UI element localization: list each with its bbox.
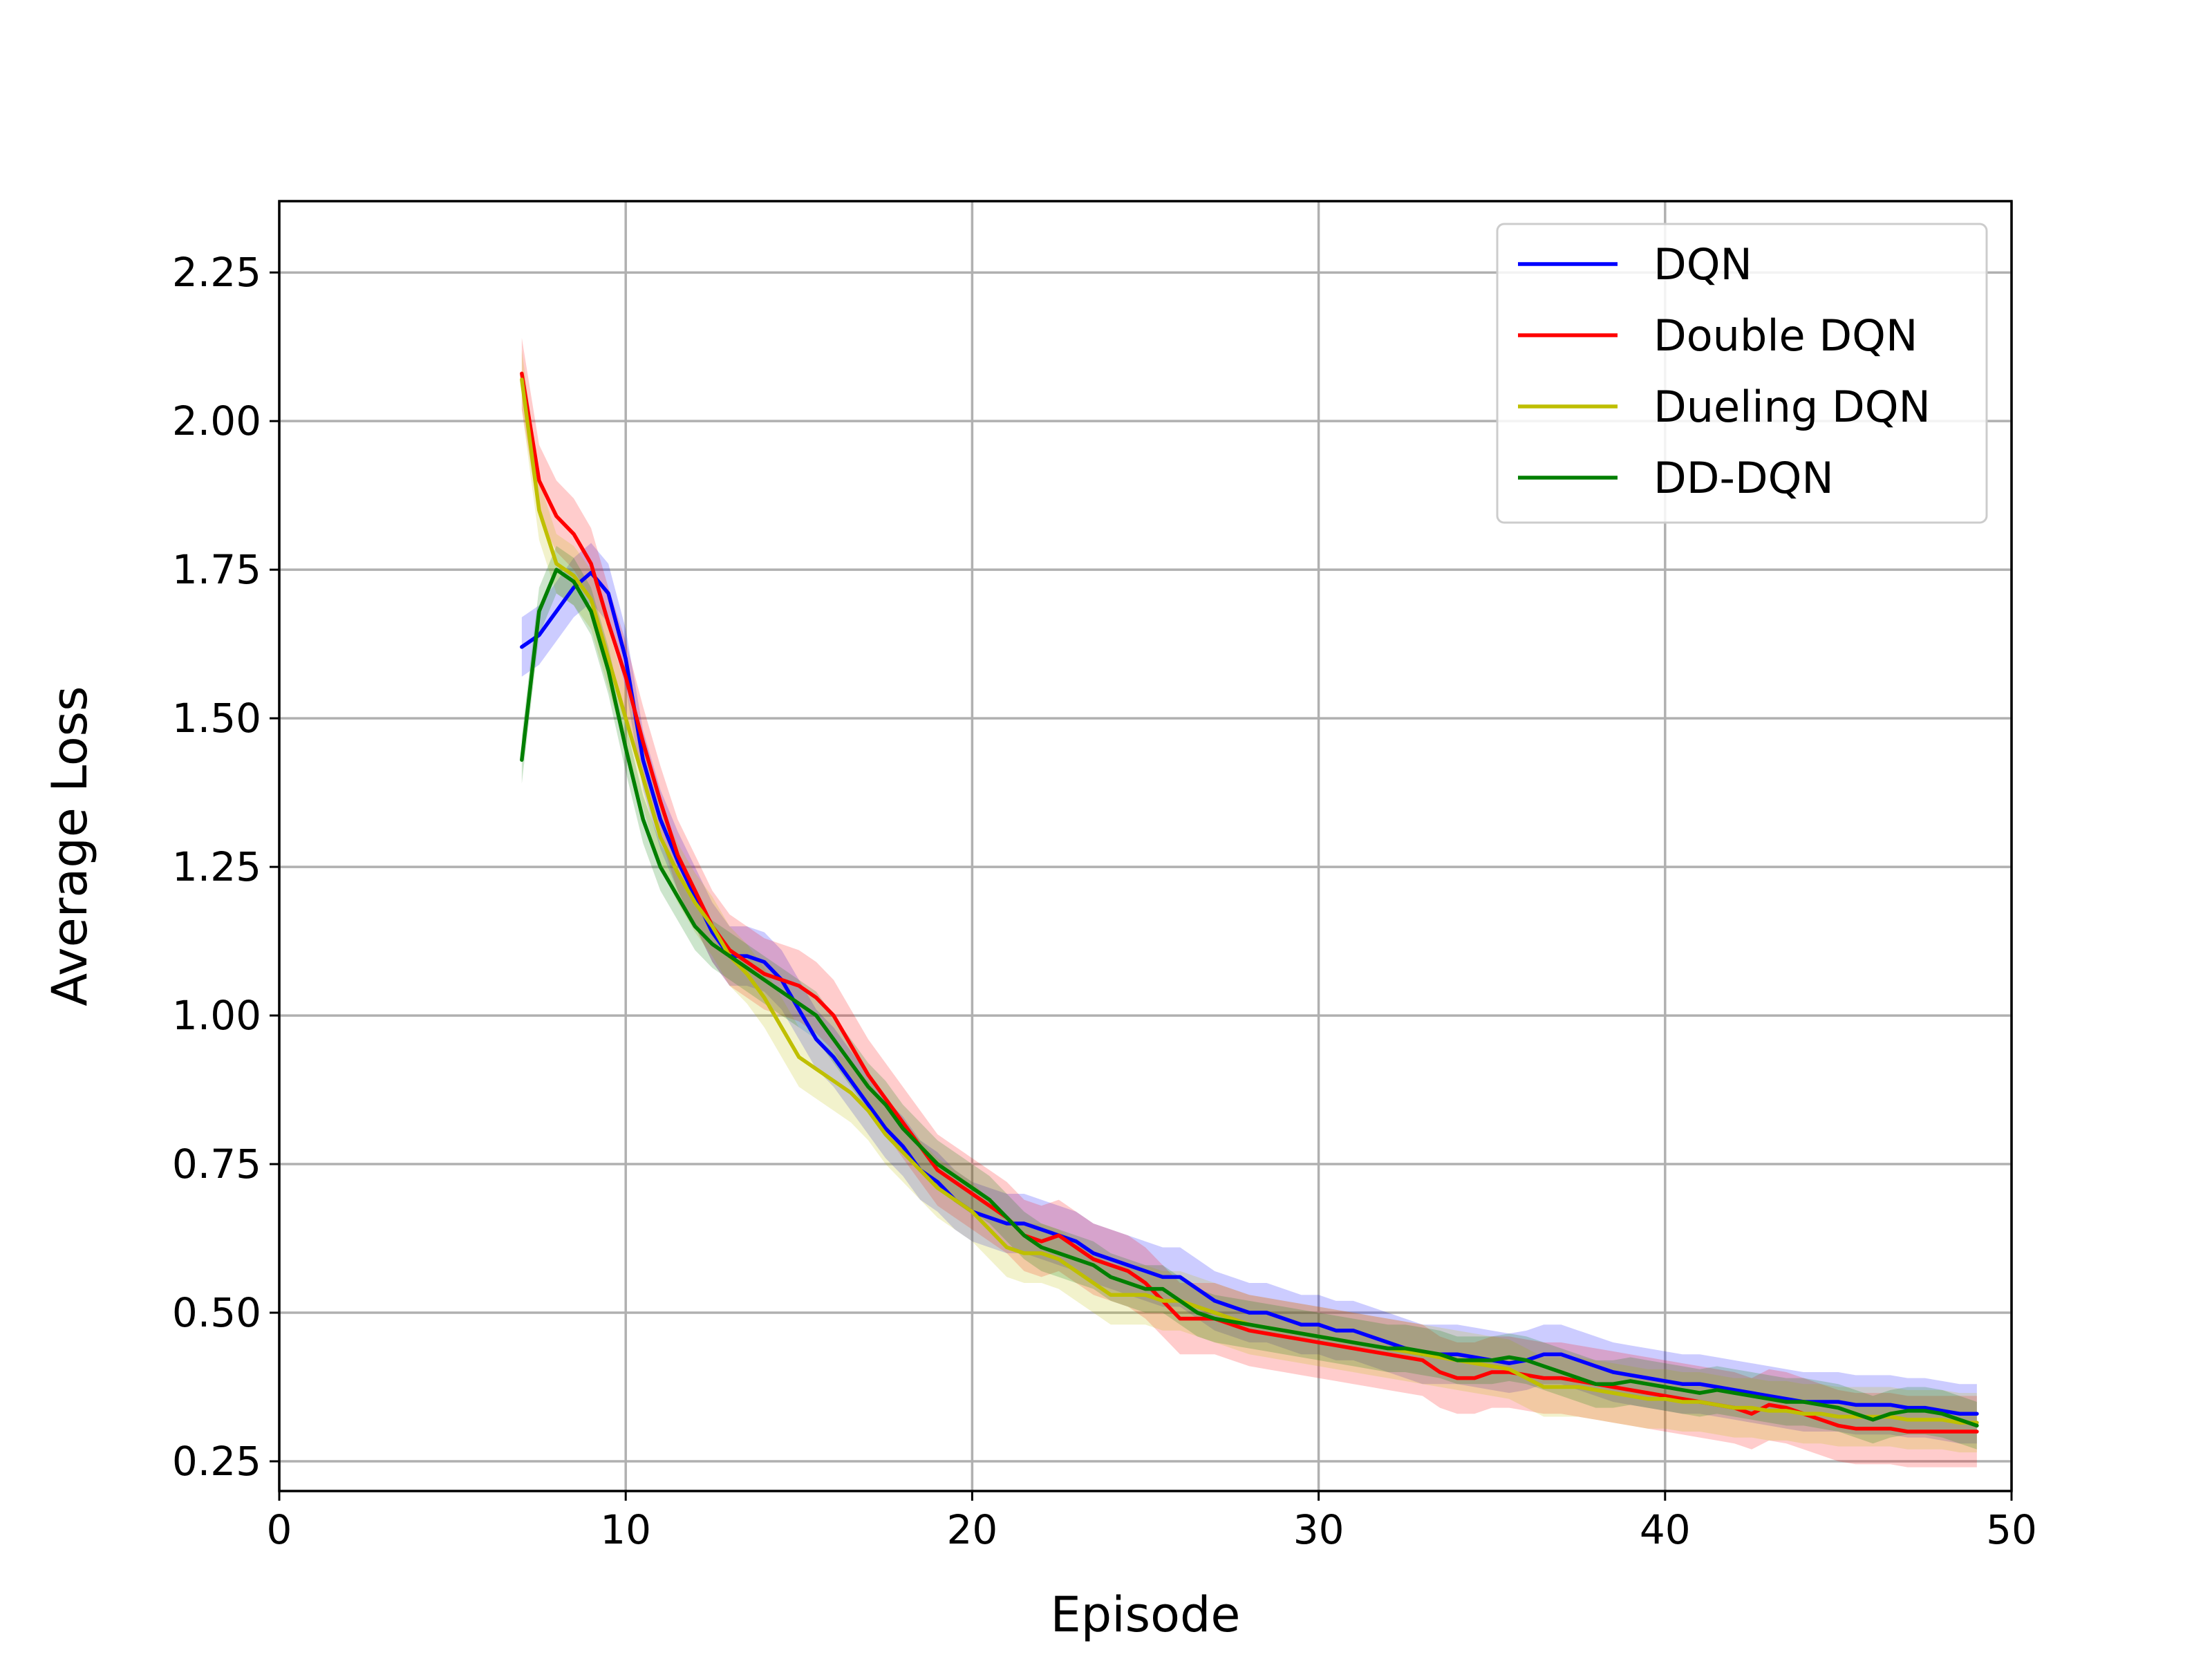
y-tick-label: 2.25 [172,249,261,296]
x-tick-label: 30 [1293,1506,1344,1553]
y-tick-label: 1.25 [172,843,261,890]
x-axis-ticks: 0 10 20 30 40 50 [267,1491,2037,1553]
y-tick-label: 2.00 [172,397,261,444]
x-tick-label: 50 [1986,1506,2037,1553]
line-dd-dqn [520,568,1979,1428]
legend: DQN Double DQN Dueling DQN DD-DQN [1496,223,1988,524]
grid-lines [278,201,2013,1491]
y-axis-title: Average Loss [41,686,98,1006]
plot-area-frame [278,200,2013,1492]
legend-label-dqn: DQN [1653,239,1752,290]
legend-label-dueling-dqn: Dueling DQN [1653,382,1931,432]
x-tick-label: 20 [946,1506,997,1553]
x-tick-label: 0 [267,1506,292,1553]
legend-label-double-dqn: Double DQN [1653,310,1918,361]
y-tick-label: 1.75 [172,546,261,593]
line-dqn [520,570,1979,1416]
y-axis-ticks: 0.25 0.50 0.75 1.00 1.25 1.50 1.75 2.00 2.25 [172,249,279,1485]
x-tick-label: 40 [1640,1506,1691,1553]
x-tick-label: 10 [600,1506,651,1553]
y-tick-label: 1.00 [172,992,261,1039]
confidence-bands [521,337,1977,1468]
legend-box [1496,223,1988,524]
series-lines [520,371,1979,1434]
y-tick-label: 0.75 [172,1141,261,1188]
y-tick-label: 0.50 [172,1289,261,1336]
band-dd-dqn [521,545,1977,1450]
x-axis-title: Episode [1051,1586,1241,1643]
y-tick-label: 0.25 [172,1438,261,1485]
legend-label-dd-dqn: DD-DQN [1653,453,1834,503]
y-tick-label: 1.50 [172,695,261,742]
